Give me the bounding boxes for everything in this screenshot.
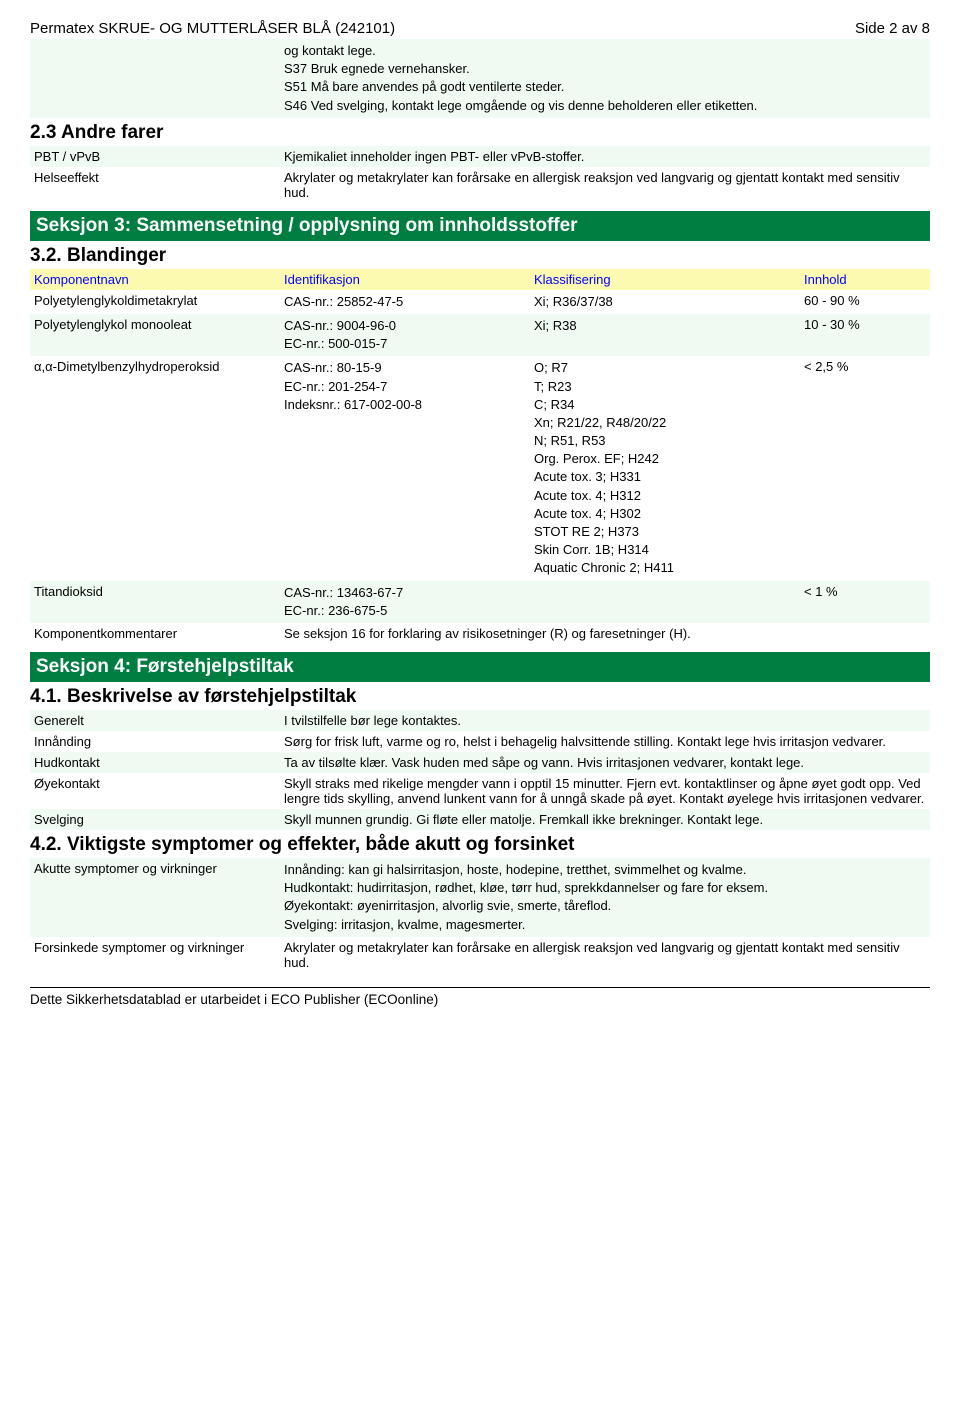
comp-id: CAS-nr.: 80-15-9 EC-nr.: 201-254-7 Indek… xyxy=(284,359,534,414)
component-row: Titandioksid CAS-nr.: 13463-67-7 EC-nr.:… xyxy=(30,581,930,623)
heading-andre-farer: 2.3 Andre farer xyxy=(30,122,930,144)
heading-42: 4.2. Viktigste symptomer og effekter, bå… xyxy=(30,834,930,856)
row-pbt: PBT / vPvB Kjemikaliet inneholder ingen … xyxy=(30,146,930,167)
hudkontakt-value: Ta av tilsølte klær. Vask huden med såpe… xyxy=(284,755,926,770)
heading-blandinger: 3.2. Blandinger xyxy=(30,245,930,267)
comp-class: O; R7 T; R23 C; R34 Xn; R21/22, R48/20/2… xyxy=(534,359,804,577)
comp-content: 60 - 90 % xyxy=(804,293,926,308)
doc-title: Permatex SKRUE- OG MUTTERLÅSER BLÅ (2421… xyxy=(30,20,395,37)
forsinkede-value: Akrylater og metakrylater kan forårsake … xyxy=(284,940,926,970)
helse-value: Akrylater og metakrylater kan forårsake … xyxy=(284,170,926,200)
component-table-header: Komponentnavn Identifikasjon Klassifiser… xyxy=(30,269,930,290)
pbt-label: PBT / vPvB xyxy=(34,149,284,164)
comp-content: 10 - 30 % xyxy=(804,317,926,332)
comp-name: Polyetylenglykol monooleat xyxy=(34,317,284,332)
forsinkede-label: Forsinkede symptomer og virkninger xyxy=(34,940,284,970)
row-hudkontakt: Hudkontakt Ta av tilsølte klær. Vask hud… xyxy=(30,752,930,773)
comp-content: < 1 % xyxy=(804,584,926,599)
col-innhold: Innhold xyxy=(804,272,926,287)
section-4-header: Seksjon 4: Førstehjelpstiltak xyxy=(30,652,930,682)
row-akutte: Akutte symptomer og virkninger Innånding… xyxy=(30,858,930,937)
component-row: Polyetylenglykoldimetakrylat CAS-nr.: 25… xyxy=(30,290,930,314)
komment-label: Komponentkommentarer xyxy=(34,626,284,641)
heading-41: 4.1. Beskrivelse av førstehjelpstiltak xyxy=(30,686,930,708)
comp-name: Titandioksid xyxy=(34,584,284,599)
row-innanding: Innånding Sørg for frisk luft, varme og … xyxy=(30,731,930,752)
generelt-value: I tvilstilfelle bør lege kontaktes. xyxy=(284,713,926,728)
cont-text: og kontakt lege. S37 Bruk egnede verneha… xyxy=(284,42,926,115)
section-3-header: Seksjon 3: Sammensetning / opplysning om… xyxy=(30,211,930,241)
comp-class: Xi; R36/37/38 xyxy=(534,293,804,311)
oyekontakt-label: Øyekontakt xyxy=(34,776,284,806)
row-forsinkede: Forsinkede symptomer og virkninger Akryl… xyxy=(30,937,930,973)
row-komponentkommentarer: Komponentkommentarer Se seksjon 16 for f… xyxy=(30,623,930,644)
helse-label: Helseeffekt xyxy=(34,170,284,200)
row-continuation: og kontakt lege. S37 Bruk egnede verneha… xyxy=(30,39,930,118)
akutte-label: Akutte symptomer og virkninger xyxy=(34,861,284,934)
row-helseeffekt: Helseeffekt Akrylater og metakrylater ka… xyxy=(30,167,930,203)
row-generelt: Generelt I tvilstilfelle bør lege kontak… xyxy=(30,710,930,731)
comp-content: < 2,5 % xyxy=(804,359,926,374)
comp-name: Polyetylenglykoldimetakrylat xyxy=(34,293,284,308)
innanding-value: Sørg for frisk luft, varme og ro, helst … xyxy=(284,734,926,749)
innanding-label: Innånding xyxy=(34,734,284,749)
pbt-value: Kjemikaliet inneholder ingen PBT- eller … xyxy=(284,149,926,164)
component-row: α,α-Dimetylbenzylhydroperoksid CAS-nr.: … xyxy=(30,356,930,580)
comp-name: α,α-Dimetylbenzylhydroperoksid xyxy=(34,359,284,374)
empty-label xyxy=(34,42,284,115)
col-identifikasjon: Identifikasjon xyxy=(284,272,534,287)
page-indicator: Side 2 av 8 xyxy=(855,20,930,37)
akutte-value: Innånding: kan gi halsirritasjon, hoste,… xyxy=(284,861,926,934)
svelging-label: Svelging xyxy=(34,812,284,827)
row-svelging: Svelging Skyll munnen grundig. Gi fløte … xyxy=(30,809,930,830)
komment-value: Se seksjon 16 for forklaring av risikose… xyxy=(284,626,926,641)
col-klassifisering: Klassifisering xyxy=(534,272,804,287)
comp-id: CAS-nr.: 9004-96-0 EC-nr.: 500-015-7 xyxy=(284,317,534,353)
component-row: Polyetylenglykol monooleat CAS-nr.: 9004… xyxy=(30,314,930,356)
comp-id: CAS-nr.: 25852-47-5 xyxy=(284,293,534,311)
oyekontakt-value: Skyll straks med rikelige mengder vann i… xyxy=(284,776,926,806)
comp-id: CAS-nr.: 13463-67-7 EC-nr.: 236-675-5 xyxy=(284,584,534,620)
footer: Dette Sikkerhetsdatablad er utarbeidet i… xyxy=(30,987,930,1007)
hudkontakt-label: Hudkontakt xyxy=(34,755,284,770)
svelging-value: Skyll munnen grundig. Gi fløte eller mat… xyxy=(284,812,926,827)
comp-class: Xi; R38 xyxy=(534,317,804,335)
page-header: Permatex SKRUE- OG MUTTERLÅSER BLÅ (2421… xyxy=(30,20,930,37)
row-oyekontakt: Øyekontakt Skyll straks med rikelige men… xyxy=(30,773,930,809)
generelt-label: Generelt xyxy=(34,713,284,728)
sds-page: Permatex SKRUE- OG MUTTERLÅSER BLÅ (2421… xyxy=(0,0,960,1027)
col-komponentnavn: Komponentnavn xyxy=(34,272,284,287)
